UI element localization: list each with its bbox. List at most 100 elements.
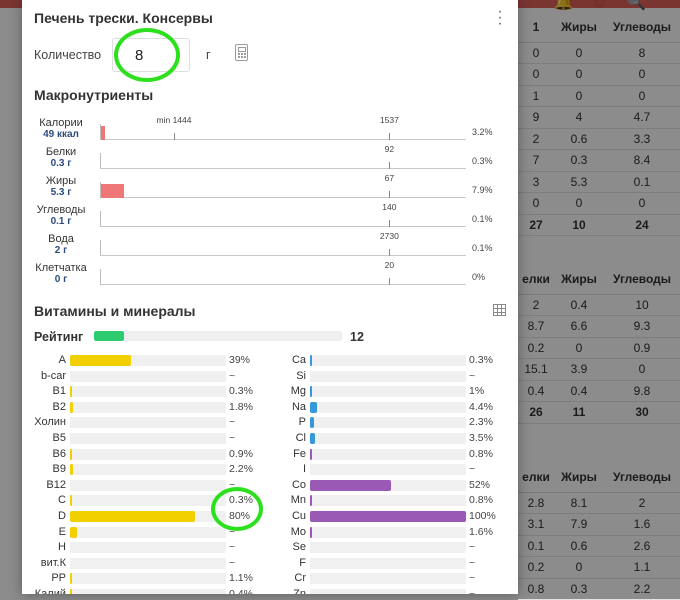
background-table-cell: 27 — [518, 214, 554, 236]
macro-label: Жиры 5.3 г — [22, 176, 100, 199]
vitamin-bar — [70, 573, 226, 585]
vitamin-row: Холин ~ — [22, 415, 262, 430]
vitamin-name: b-car — [40, 369, 66, 382]
background-table-cell: 0.4 — [554, 294, 604, 316]
background-table-cell: 4.7 — [604, 106, 680, 129]
mineral-percent: ~ — [469, 572, 476, 585]
background-table-row: 7 0.3 8.4 — [518, 149, 680, 172]
background-table-header-cell: Углеводы — [604, 264, 680, 295]
vitamin-row: PP 1.1% — [22, 571, 262, 586]
background-table-cell: 2 — [604, 492, 680, 514]
mineral-bar — [310, 355, 466, 366]
mineral-name: Zn — [293, 588, 306, 594]
vitamin-name: A — [58, 354, 66, 366]
mineral-bar — [310, 386, 466, 398]
background-table-cell: 2.6 — [604, 535, 680, 557]
mineral-bar — [310, 464, 466, 476]
macro-norm-tick — [389, 249, 391, 256]
vitamin-bar — [70, 464, 226, 476]
vitamin-percent: 1.1% — [229, 572, 253, 585]
macro-norm-label: 67 — [384, 173, 395, 183]
vitamin-name: B2 — [52, 400, 66, 413]
background-table-cell: 0 — [604, 85, 680, 107]
background-table-cell: 0 — [554, 556, 604, 579]
macro-norm-tick — [389, 220, 391, 227]
mineral-percent: ~ — [469, 369, 476, 382]
background-table-cell: 8.4 — [604, 149, 680, 172]
table-view-icon[interactable] — [493, 304, 506, 316]
background-table-cell: 8 — [604, 42, 680, 64]
mineral-bar — [310, 401, 466, 413]
more-options-icon[interactable]: · · · — [497, 3, 503, 32]
mineral-bar — [310, 495, 466, 507]
calculator-icon[interactable] — [235, 44, 248, 61]
vitamin-bar-fill — [70, 511, 195, 522]
background-table-cell: 0 — [554, 337, 604, 359]
macro-value: 5.3 г — [50, 187, 72, 198]
mineral-name: F — [299, 556, 306, 569]
vitamin-bar — [70, 448, 226, 460]
macro-percent: 0% — [472, 272, 486, 282]
background-table-1: 1 Жиры Углеводы 0 0 8 0 0 0 1 0 0 9 4 4.7 2 0.6 3.3 7 0.3 8.… — [518, 12, 680, 236]
mineral-bar — [310, 370, 466, 382]
vitamin-bar — [70, 355, 226, 366]
mineral-name: Mg — [290, 385, 306, 398]
macro-percent: 0.1% — [472, 214, 493, 224]
vitamin-row: вит.К ~ — [22, 556, 262, 571]
mineral-row: Cr ~ — [268, 571, 508, 586]
macro-bar: 20 — [100, 260, 466, 285]
vitamin-bar — [70, 479, 226, 491]
background-table-cell: 0.6 — [554, 535, 604, 557]
background-table-row: 0.4 0.4 9.8 — [518, 380, 680, 402]
macro-bar-fill — [101, 184, 124, 198]
mineral-percent: 0.3% — [469, 354, 493, 366]
background-table-cell: 10 — [604, 294, 680, 316]
vitamin-bar — [70, 557, 226, 569]
macro-label: Калории 49 ккал — [22, 118, 100, 141]
vitamin-percent: ~ — [229, 541, 236, 554]
background-table-cell: 0 — [554, 192, 604, 215]
background-table-cell: 0 — [604, 358, 680, 381]
vitamin-row: B1 0.3% — [22, 384, 262, 399]
background-table-cell: 7 — [518, 149, 554, 172]
mineral-percent: 52% — [469, 478, 491, 491]
vitamin-row: B9 2.2% — [22, 462, 262, 477]
mineral-row: Mo 1.6% — [268, 525, 508, 540]
background-table-cell: 0 — [554, 42, 604, 64]
background-table-cell: 0.4 — [518, 380, 554, 402]
vitamin-row: B6 0.9% — [22, 447, 262, 462]
vitamin-name: B1 — [52, 385, 66, 398]
background-table-row: 3 5.3 0.1 — [518, 171, 680, 193]
background-table-3: елки Жиры Углеводы 2.8 8.1 2 3.1 7.9 1.6 0.1 0.6 2.… — [518, 462, 680, 600]
macro-percent: 0.1% — [472, 243, 493, 253]
background-table-row: 2 0.4 10 — [518, 294, 680, 316]
vitamin-percent: ~ — [229, 525, 236, 538]
mineral-name: Mo — [290, 525, 306, 538]
macro-value: 0 г — [54, 274, 68, 285]
vitamin-percent: ~ — [229, 556, 236, 569]
background-table-cell: 1 — [518, 85, 554, 107]
mineral-name: Mn — [290, 494, 306, 507]
vitamin-row: B12 ~ — [22, 478, 262, 493]
background-table-cell: 3.3 — [604, 128, 680, 150]
macro-bar-baseline — [101, 197, 466, 198]
background-table-cell: 6.6 — [554, 315, 604, 338]
mineral-percent: 0.8% — [469, 447, 493, 460]
macro-bar-baseline — [101, 284, 466, 285]
macro-norm-tick — [174, 133, 175, 140]
background-table-cell: 8.1 — [554, 492, 604, 514]
mineral-bar-fill — [310, 526, 313, 538]
mineral-bar-fill — [310, 511, 466, 522]
macro-name: Углеводы — [36, 204, 86, 216]
background-table-cell: 9.8 — [604, 380, 680, 402]
vitamin-name: H — [58, 541, 66, 554]
rating-label: Рейтинг — [34, 330, 84, 344]
mineral-percent: 100% — [469, 510, 496, 522]
macro-chart: Калории 49 ккал min 1444 1537 3.2% Белки 0.3 г… — [22, 110, 518, 290]
macro-bar: 92 — [100, 144, 466, 169]
background-table-cell: 0.1 — [518, 535, 554, 557]
mineral-row: Mn 0.8% — [268, 493, 508, 508]
